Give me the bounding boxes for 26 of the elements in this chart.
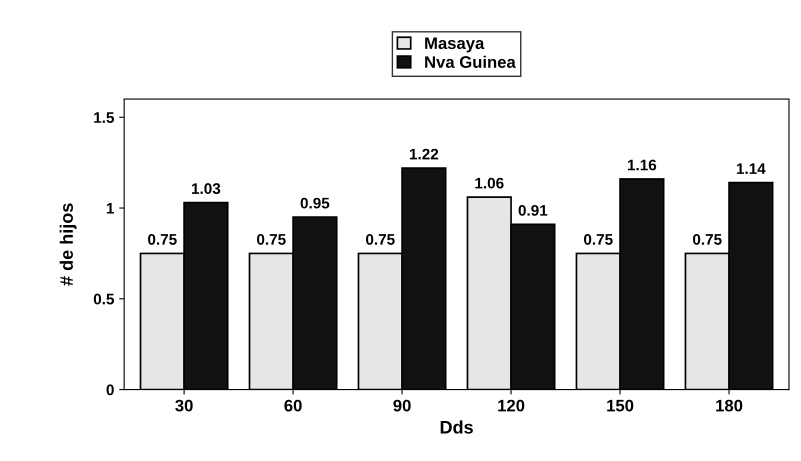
data-label: 1.22 [410,148,438,160]
data-label: 0.75 [257,234,286,245]
data-label: 0.75 [692,234,722,245]
data-label: 1.16 [628,160,656,170]
y-tick-label: 1 [106,203,114,214]
x-tick-label: 90 [393,400,411,412]
data-label: 0.91 [518,204,548,216]
data-label: 0.75 [148,234,177,245]
legend-label: Masaya [425,37,484,52]
data-label: 0.75 [584,234,613,245]
x-tick-label: 180 [716,400,742,412]
x-tick-label: 30 [175,400,193,412]
x-tick-label: 120 [498,400,524,412]
x-tick-label: 150 [607,400,634,412]
x-axis-title: Dds [440,420,473,434]
data-label: 0.95 [300,198,330,209]
data-label: 1.03 [192,183,220,194]
y-tick-label: 0.5 [94,294,114,304]
legend-label: Nva Guinea [425,56,516,68]
data-label: 1.14 [736,163,766,174]
y-tick-label: 0 [106,384,114,396]
data-label: 1.06 [475,178,504,189]
x-tick-label: 60 [284,400,302,412]
y-axis-title: # de hijos [60,203,77,286]
data-label: 0.75 [366,234,395,245]
y-tick-label: 1.5 [94,112,114,123]
